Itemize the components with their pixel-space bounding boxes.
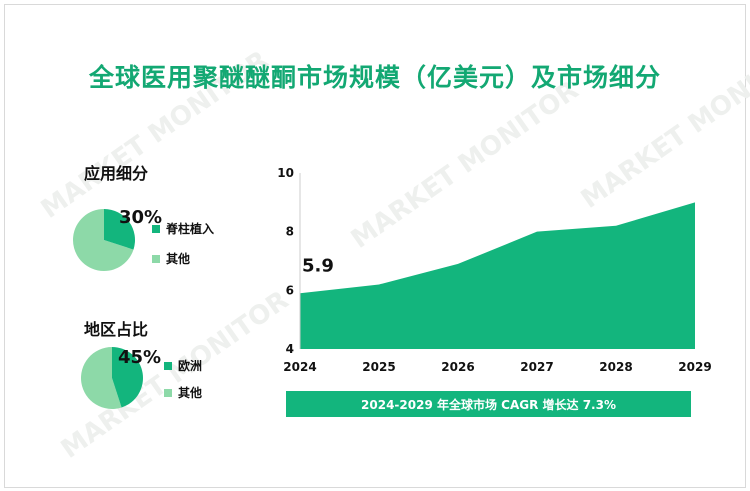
x-tick-label: 2026 (441, 360, 474, 374)
region-legend-item-other: 其他 (164, 384, 202, 401)
application-legend-item-other: 其他 (152, 250, 190, 267)
legend-swatch (164, 388, 172, 397)
application-pie-slice-other (73, 209, 134, 271)
region-pie (81, 347, 143, 409)
application-heading: 应用细分 (84, 164, 149, 183)
legend-label: 其他 (166, 252, 191, 266)
y-tick-label: 8 (286, 225, 294, 239)
cagr-banner: 2024-2029 年全球市场 CAGR 增长达 7.3% (286, 391, 691, 417)
region-pie-slice-other (81, 347, 122, 409)
application-legend-item-main: 脊柱植入 (152, 220, 214, 237)
area-series (300, 202, 695, 349)
legend-label: 其他 (178, 386, 203, 400)
legend-swatch (164, 361, 172, 370)
x-tick-label: 2025 (362, 360, 395, 374)
application-pie-slice-main (104, 209, 135, 250)
legend-label: 欧洲 (178, 359, 203, 373)
region-pie-slice-main (112, 347, 143, 408)
region-percent: 45% (118, 347, 162, 368)
y-tick-label: 10 (277, 166, 294, 180)
legend-swatch (152, 224, 160, 233)
page-title: 全球医用聚醚醚酮市场规模（亿美元）及市场细分 (88, 63, 661, 92)
application-percent: 30% (119, 207, 163, 228)
region-legend-item-main: 欧洲 (164, 357, 202, 374)
region-heading: 地区占比 (84, 320, 149, 339)
x-tick-label: 2024 (283, 360, 316, 374)
legend-label: 脊柱植入 (166, 222, 215, 236)
data-label-2024: 5.9 (302, 255, 334, 276)
y-tick-label: 4 (286, 342, 294, 356)
application-pie (73, 209, 135, 271)
x-tick-label: 2028 (599, 360, 632, 374)
y-tick-label: 6 (286, 283, 294, 297)
x-tick-label: 2029 (678, 360, 711, 374)
x-tick-label: 2027 (520, 360, 553, 374)
legend-swatch (152, 254, 160, 263)
